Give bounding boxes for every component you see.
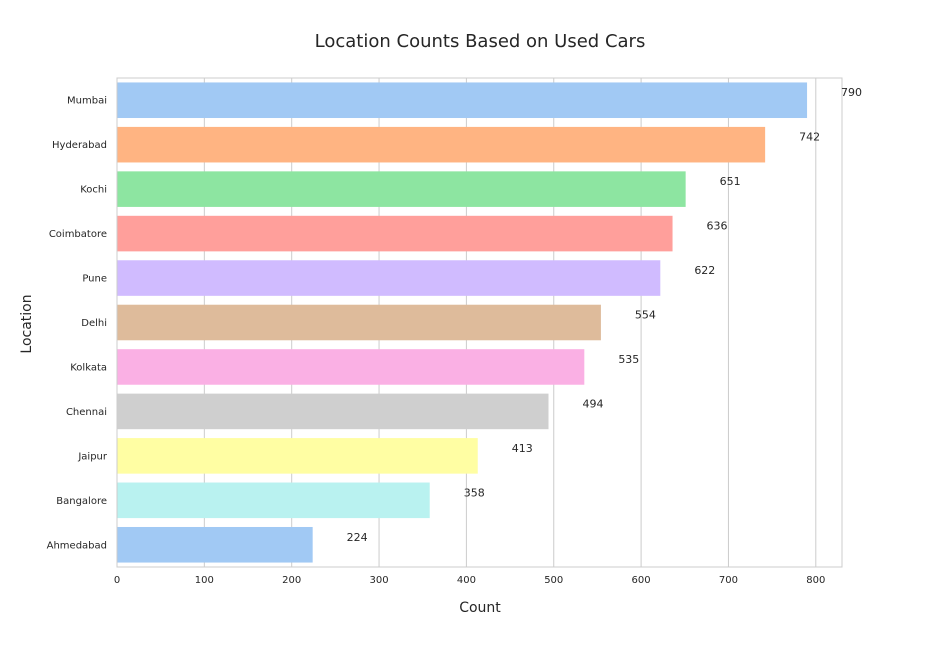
data-label: 636 xyxy=(707,220,728,233)
bar xyxy=(117,482,430,519)
x-tick-label: 600 xyxy=(632,575,651,586)
data-label: 535 xyxy=(618,353,639,366)
y-tick-labels: Mumbai Hyderabad Kochi Coimbatore Pune Delhi K… xyxy=(47,96,108,552)
bar xyxy=(117,82,808,119)
bar xyxy=(117,349,585,385)
x-tick-label: 300 xyxy=(370,575,389,586)
y-tick-label: Jaipur xyxy=(77,451,108,462)
y-tick-label: Kolkata xyxy=(70,362,107,373)
chart-title: Location Counts Based on Used Cars xyxy=(315,31,646,52)
data-label: 790 xyxy=(841,86,862,99)
bar xyxy=(117,171,686,207)
y-tick-label: Mumbai xyxy=(67,96,107,107)
plot-frame xyxy=(116,77,843,568)
y-tick-label: Coimbatore xyxy=(49,229,107,240)
y-tick-label: Bangalore xyxy=(56,496,107,507)
y-tick-label: Delhi xyxy=(81,318,107,329)
bar xyxy=(117,126,766,163)
data-label: 413 xyxy=(512,442,533,455)
data-label: 651 xyxy=(720,175,741,188)
x-tick-label: 400 xyxy=(457,575,476,586)
bar xyxy=(117,438,478,474)
x-tick-label: 500 xyxy=(544,575,563,586)
x-tick-label: 0 xyxy=(114,575,120,586)
x-tick-label: 700 xyxy=(719,575,738,586)
bar xyxy=(117,393,549,430)
x-tick-label: 100 xyxy=(195,575,214,586)
bars xyxy=(117,82,808,563)
x-tick-labels: 0 100 200 300 400 500 600 700 800 xyxy=(114,575,826,586)
data-label: 622 xyxy=(694,264,715,277)
data-label: 494 xyxy=(583,397,604,410)
bar xyxy=(117,260,661,296)
data-label: 358 xyxy=(464,486,485,499)
y-axis-label: Location xyxy=(19,294,35,353)
y-tick-label: Ahmedabad xyxy=(47,540,107,551)
data-label: 554 xyxy=(635,309,656,322)
x-tick-label: 800 xyxy=(806,575,825,586)
y-tick-label: Chennai xyxy=(66,407,107,418)
data-labels: 790 742 651 636 622 554 535 494 413 358 224 xyxy=(347,86,862,544)
x-tick-label: 200 xyxy=(282,575,301,586)
bar xyxy=(117,215,673,252)
y-tick-label: Hyderabad xyxy=(52,140,107,151)
bar xyxy=(117,304,601,341)
bar xyxy=(117,526,313,563)
data-label: 224 xyxy=(347,531,368,544)
y-tick-label: Pune xyxy=(82,274,107,285)
y-tick-label: Kochi xyxy=(80,185,107,196)
x-axis-label: Count xyxy=(459,600,501,616)
data-label: 742 xyxy=(799,131,820,144)
